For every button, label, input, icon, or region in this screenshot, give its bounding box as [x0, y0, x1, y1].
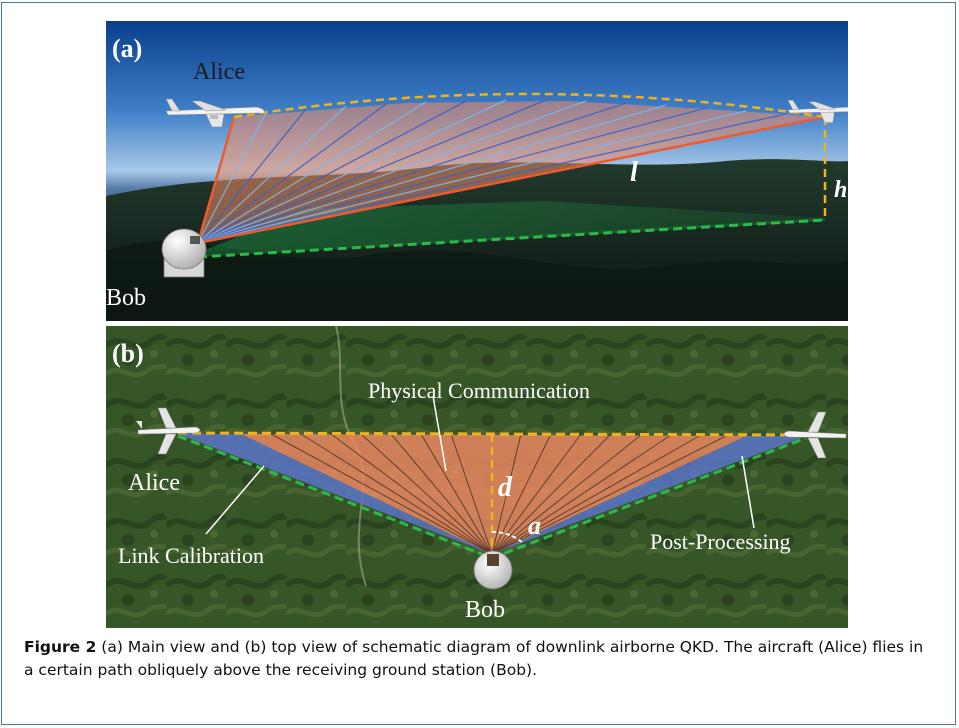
aircraft-alice-end-icon	[787, 99, 848, 123]
end-link-line	[197, 115, 826, 245]
post-processing-area	[492, 436, 806, 554]
bob-label: Bob	[106, 285, 146, 311]
communication-rays	[270, 433, 727, 555]
angle-a-label: a	[528, 511, 541, 540]
physical-communication-label: Physical Communication	[368, 378, 590, 403]
panel-a-main-view: (a) Alice Bob l h	[106, 21, 848, 321]
caption-text: (a) Main view and (b) top view of schema…	[24, 638, 924, 679]
link-calibration-label: Link Calibration	[118, 543, 264, 568]
ground-projection-area	[198, 201, 825, 253]
alice-label: Alice	[193, 59, 245, 85]
ground-station-bob-icon	[473, 550, 513, 590]
flight-path	[233, 92, 826, 119]
link-fan-area	[198, 101, 825, 243]
link-rays	[197, 99, 787, 244]
post-leader-line	[741, 455, 755, 529]
angle-a-arc	[491, 531, 525, 545]
ground-station-bob-icon	[161, 228, 207, 278]
panel-a-illustration: (a) Alice Bob l h	[106, 21, 848, 321]
start-link-line	[196, 116, 236, 244]
height-h-label: h	[834, 177, 847, 203]
ground-path	[197, 218, 826, 259]
panel-b-tag: (b)	[112, 339, 144, 368]
distance-d-label: d	[498, 472, 513, 503]
link-leader-line	[205, 465, 265, 535]
figure-label: Figure 2	[24, 638, 97, 656]
panel-a-tag: (a)	[112, 34, 142, 63]
panel-b-top-view: (b) Physical Communication Alice Link Ca…	[106, 326, 848, 628]
physical-communication-area	[241, 434, 746, 554]
link-calibration-area	[178, 434, 492, 554]
aircraft-alice-start-icon	[136, 407, 201, 455]
foreground-ridge	[106, 241, 848, 321]
aircraft-alice-end-icon	[783, 411, 847, 459]
distance-l-label: l	[630, 157, 638, 188]
aircraft-alice-start-icon	[165, 98, 265, 128]
bob-label: Bob	[465, 597, 505, 623]
panel-b-illustration: (b) Physical Communication Alice Link Ca…	[106, 326, 848, 628]
physical-leader-line	[432, 395, 447, 472]
figure-caption: Figure 2 (a) Main view and (b) top view …	[24, 636, 934, 682]
alice-label: Alice	[128, 470, 180, 496]
post-processing-label: Post-Processing	[650, 529, 791, 554]
